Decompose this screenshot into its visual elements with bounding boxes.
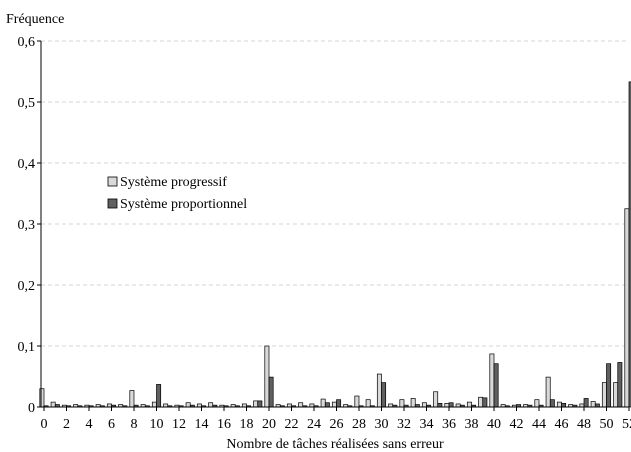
x-tick-label-14: 28 (352, 417, 366, 432)
bar-s1-10 (156, 384, 162, 408)
bar-s0-44 (534, 399, 540, 408)
bar-s0-36 (444, 402, 450, 408)
x-tick-label-0: 0 (41, 417, 48, 432)
x-tick-label-11: 22 (285, 417, 299, 432)
bar-s0-15 (208, 402, 214, 408)
bar-s0-26 (331, 401, 337, 408)
x-tick-label-3: 6 (108, 417, 115, 432)
x-tick-label-15: 30 (375, 417, 389, 432)
bar-s1-25 (324, 402, 330, 408)
x-tick-label-22: 44 (532, 417, 546, 432)
x-tick-label-17: 34 (420, 417, 434, 432)
legend: Système progressif Système proportionnel (107, 175, 247, 212)
y-tick-label-1: 0,1 (18, 340, 36, 355)
gridlines (41, 40, 629, 347)
x-tick-label-25: 50 (600, 417, 614, 432)
bar-s0-35 (433, 391, 439, 408)
bar-s0-19 (253, 400, 259, 408)
x-tick-label-12: 24 (307, 417, 321, 432)
bar-s0-25 (320, 398, 326, 408)
x-tick-label-9: 18 (240, 417, 254, 432)
bar-s1-50 (606, 363, 612, 408)
y-tick-label-2: 0,2 (18, 279, 36, 294)
x-tick-label-10: 20 (262, 417, 276, 432)
x-tick-label-7: 14 (195, 417, 209, 432)
bar-s1-45 (549, 399, 555, 408)
bar-s1-19 (257, 400, 263, 408)
bar-s0-8 (129, 390, 135, 408)
bar-s0-20 (264, 345, 270, 408)
bar-s0-0 (39, 388, 45, 408)
bar-s1-39 (482, 397, 488, 408)
y-ticks: 0 0,1 0,2 0,3 0,4 0,5 0,6 (18, 35, 41, 416)
bar-s0-38 (466, 401, 472, 408)
x-tick-label-2: 4 (86, 417, 93, 432)
y-tick-label-5: 0,5 (18, 96, 36, 111)
x-tick-label-13: 26 (330, 417, 344, 432)
x-tick-label-23: 46 (555, 417, 569, 432)
bar-s0-39 (478, 396, 484, 408)
y-tick-label-3: 0,3 (18, 218, 36, 233)
legend-swatch-proportionnel (107, 198, 118, 209)
x-tick-label-20: 40 (487, 417, 501, 432)
bar-s1-30 (381, 382, 387, 408)
bar-s1-20 (268, 376, 274, 408)
bar-s0-49 (590, 401, 596, 408)
x-tick-label-24: 48 (577, 417, 591, 432)
bar-s1-48 (583, 398, 589, 408)
x-tick-label-8: 16 (217, 417, 231, 432)
x-tick-label-16: 32 (397, 417, 411, 432)
bar-s0-29 (365, 399, 371, 408)
x-tick-label-4: 8 (131, 417, 138, 432)
bar-s0-34 (421, 402, 427, 408)
bar-s0-40 (489, 353, 495, 408)
y-tick-label-0: 0 (28, 401, 35, 416)
bar-s0-52 (624, 208, 630, 408)
bar-s1-52 (628, 81, 631, 408)
x-axis-title: Nombre de tâches réalisées sans erreur (226, 437, 444, 452)
bar-s0-30 (376, 373, 382, 408)
bar-s1-35 (437, 402, 443, 408)
bar-s0-28 (354, 395, 360, 408)
x-tick-label-6: 12 (172, 417, 186, 432)
bar-s0-45 (545, 376, 551, 408)
bar-s1-40 (493, 363, 499, 408)
x-tick-label-18: 36 (442, 417, 456, 432)
legend-swatch-progressif (107, 176, 118, 187)
bar-s0-23 (298, 402, 304, 408)
bar-s1-36 (448, 402, 454, 408)
x-tick-label-21: 42 (510, 417, 524, 432)
bar-s0-46 (556, 401, 562, 408)
x-tick-label-19: 38 (465, 417, 479, 432)
x-tick-label-5: 10 (150, 417, 164, 432)
bar-s0-10 (151, 401, 157, 408)
bar-s0-13 (185, 402, 191, 408)
legend-label-progressif: Système progressif (120, 175, 227, 190)
bar-s1-51 (617, 362, 623, 408)
bar-s1-26 (336, 399, 342, 408)
x-tick-label-1: 2 (63, 417, 70, 432)
x-ticks: 0 2 4 6 8 10 12 14 16 18 20 22 24 26 28 30 32 34 36 38 40 42 4… (41, 407, 631, 432)
y-tick-label-6: 0,6 (18, 35, 36, 50)
y-axis-title: Fréquence (6, 12, 64, 27)
bar-s0-33 (410, 398, 416, 408)
y-tick-label-4: 0,4 (18, 157, 36, 172)
x-tick-label-26: 52 (622, 417, 631, 432)
bar-s1-46 (561, 402, 567, 408)
bar-s0-32 (399, 399, 405, 408)
bar-s0-1 (50, 401, 56, 408)
bar-s0-50 (601, 382, 607, 408)
bars (39, 81, 631, 408)
bar-s0-51 (613, 382, 619, 408)
legend-label-proportionnel: Système proportionnel (120, 197, 247, 212)
